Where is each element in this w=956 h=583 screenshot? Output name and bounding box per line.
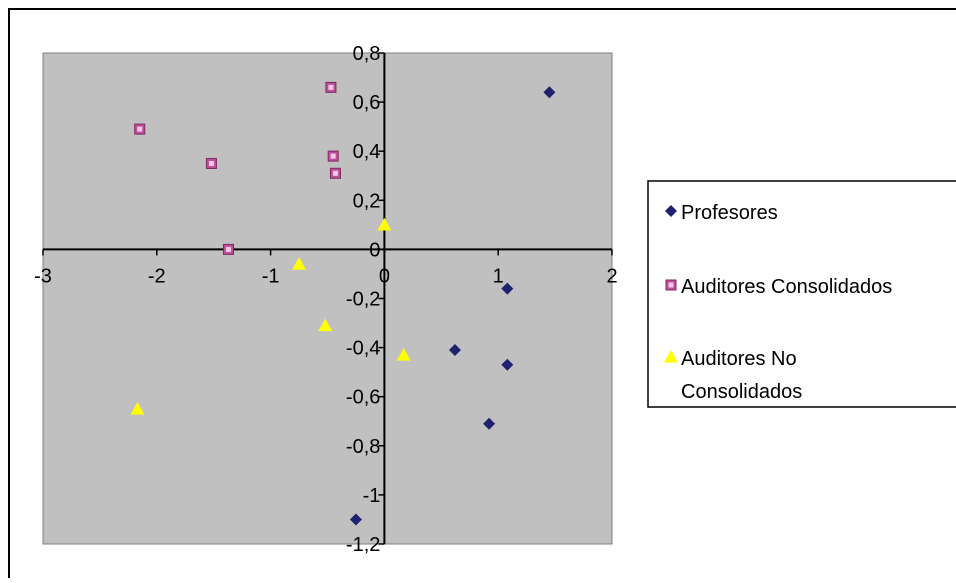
- legend-marker-square-inner: [668, 282, 674, 288]
- x-tick-label: 0: [379, 265, 390, 287]
- legend-marker-square: [665, 279, 677, 291]
- data-point-square: [222, 243, 234, 255]
- x-tick-label: -1: [262, 265, 280, 287]
- legend-label: Profesores: [681, 202, 778, 224]
- data-point-triangle: [292, 257, 307, 270]
- legend-marker-diamond: [665, 205, 677, 217]
- data-point-square: [327, 150, 339, 162]
- y-tick-label: 0,2: [353, 190, 381, 212]
- data-point-diamond: [543, 86, 556, 99]
- x-tick-label: -2: [148, 265, 166, 287]
- data-point-square-inner: [137, 126, 143, 132]
- data-point-square: [134, 123, 146, 135]
- legend-label: Auditores Consolidados: [681, 276, 892, 298]
- legend-label: Consolidados: [681, 381, 802, 403]
- x-tick-label: 1: [493, 265, 504, 287]
- x-tick-label: 2: [606, 265, 617, 287]
- legend-marker-triangle: [664, 350, 678, 363]
- x-tick-label: -3: [34, 265, 52, 287]
- data-point-square-inner: [328, 84, 334, 90]
- data-points: [130, 81, 556, 526]
- data-point-triangle: [396, 347, 411, 361]
- legend-box: [647, 180, 956, 408]
- data-point-square-inner: [208, 160, 214, 166]
- data-point-diamond: [448, 344, 461, 357]
- data-point-triangle: [377, 217, 392, 231]
- data-point-diamond: [501, 282, 514, 295]
- data-point-square-inner: [332, 170, 338, 176]
- data-point-square-inner: [225, 246, 231, 252]
- data-point-triangle: [130, 401, 145, 415]
- legend: Profesores Auditores Consolidados Auditore…: [664, 202, 892, 403]
- data-point-square: [205, 157, 217, 169]
- y-tick-label: -1: [363, 485, 381, 507]
- data-point-square-inner: [330, 153, 336, 159]
- data-point-triangle: [318, 318, 333, 332]
- y-tick-label: 0,6: [353, 92, 381, 114]
- data-point-diamond: [483, 417, 496, 430]
- data-point-diamond: [349, 513, 362, 526]
- data-point-diamond: [501, 358, 514, 371]
- y-tick-label: 0: [369, 239, 380, 261]
- y-tick-label: -1,2: [346, 534, 380, 556]
- y-tick-label: 0,4: [353, 141, 381, 163]
- axes: [42, 52, 613, 545]
- legend-label: Auditores No: [681, 348, 797, 370]
- data-point-square: [329, 167, 341, 179]
- y-tick-label: -0,8: [346, 436, 380, 458]
- y-tick-label: -0,2: [346, 289, 380, 311]
- y-tick-label: 0,8: [353, 43, 381, 65]
- y-tick-label: -0,6: [346, 387, 380, 409]
- data-point-square: [325, 81, 337, 93]
- tick-labels: -3 -2 -1 0 1 20,80,60,40,20-0,2-0,4-0,6-0,8-1…: [34, 43, 617, 556]
- y-tick-label: -0,4: [346, 338, 380, 360]
- plot-area: [42, 52, 613, 545]
